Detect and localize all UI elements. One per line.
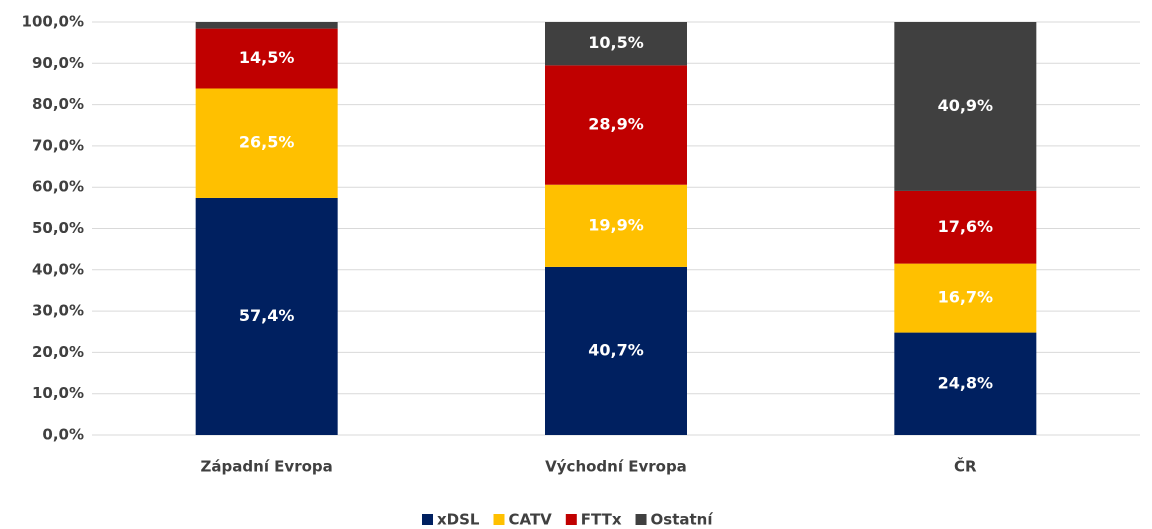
y-tick-label: 40,0% [32, 260, 84, 278]
data-label: 16,7% [938, 288, 994, 307]
y-tick-label: 70,0% [32, 136, 84, 154]
data-label: 28,9% [588, 115, 644, 134]
legend-label: FTTx [581, 511, 622, 529]
bar-segment [545, 22, 687, 66]
legend-swatch [635, 514, 647, 525]
legend-label: CATV [509, 511, 553, 529]
bar-segment [545, 266, 687, 435]
bar-segment [545, 184, 687, 267]
data-label: 17,6% [938, 217, 994, 236]
data-label: 14,5% [239, 48, 295, 67]
data-label: 26,5% [239, 133, 295, 152]
bar-segment [894, 22, 1037, 191]
x-tick-label: Západní Evropa [201, 458, 333, 476]
y-tick-label: 60,0% [32, 178, 84, 196]
legend-swatch [565, 514, 577, 525]
x-tick-label: ČR [954, 457, 977, 476]
x-tick-label: Východní Evropa [545, 458, 687, 476]
bar-segment [195, 22, 338, 29]
y-tick-label: 100,0% [22, 13, 84, 31]
y-tick-label: 90,0% [32, 54, 84, 72]
y-tick-label: 80,0% [32, 95, 84, 113]
bar-segment [894, 263, 1037, 333]
data-label: 19,9% [588, 215, 644, 234]
y-tick-label: 0,0% [42, 426, 84, 444]
bar-segment [195, 88, 338, 198]
data-label: 57,4% [239, 306, 295, 325]
y-tick-label: 50,0% [32, 219, 84, 237]
y-tick-label: 10,0% [32, 384, 84, 402]
bar-segment [894, 332, 1037, 435]
legend-label: xDSL [437, 511, 480, 529]
data-label: 10,5% [588, 33, 644, 52]
y-tick-label: 30,0% [32, 302, 84, 320]
bar-segment [545, 65, 687, 185]
data-label: 40,9% [938, 96, 994, 115]
bar-segment [894, 190, 1037, 264]
legend-swatch [493, 514, 505, 525]
legend-swatch [422, 514, 433, 525]
data-label: 40,7% [588, 340, 644, 359]
data-label: 24,8% [938, 373, 994, 392]
y-tick-label: 20,0% [32, 343, 84, 361]
legend-label: Ostatní [651, 511, 714, 529]
bar-segment [195, 197, 338, 435]
bar-segment [195, 28, 338, 89]
